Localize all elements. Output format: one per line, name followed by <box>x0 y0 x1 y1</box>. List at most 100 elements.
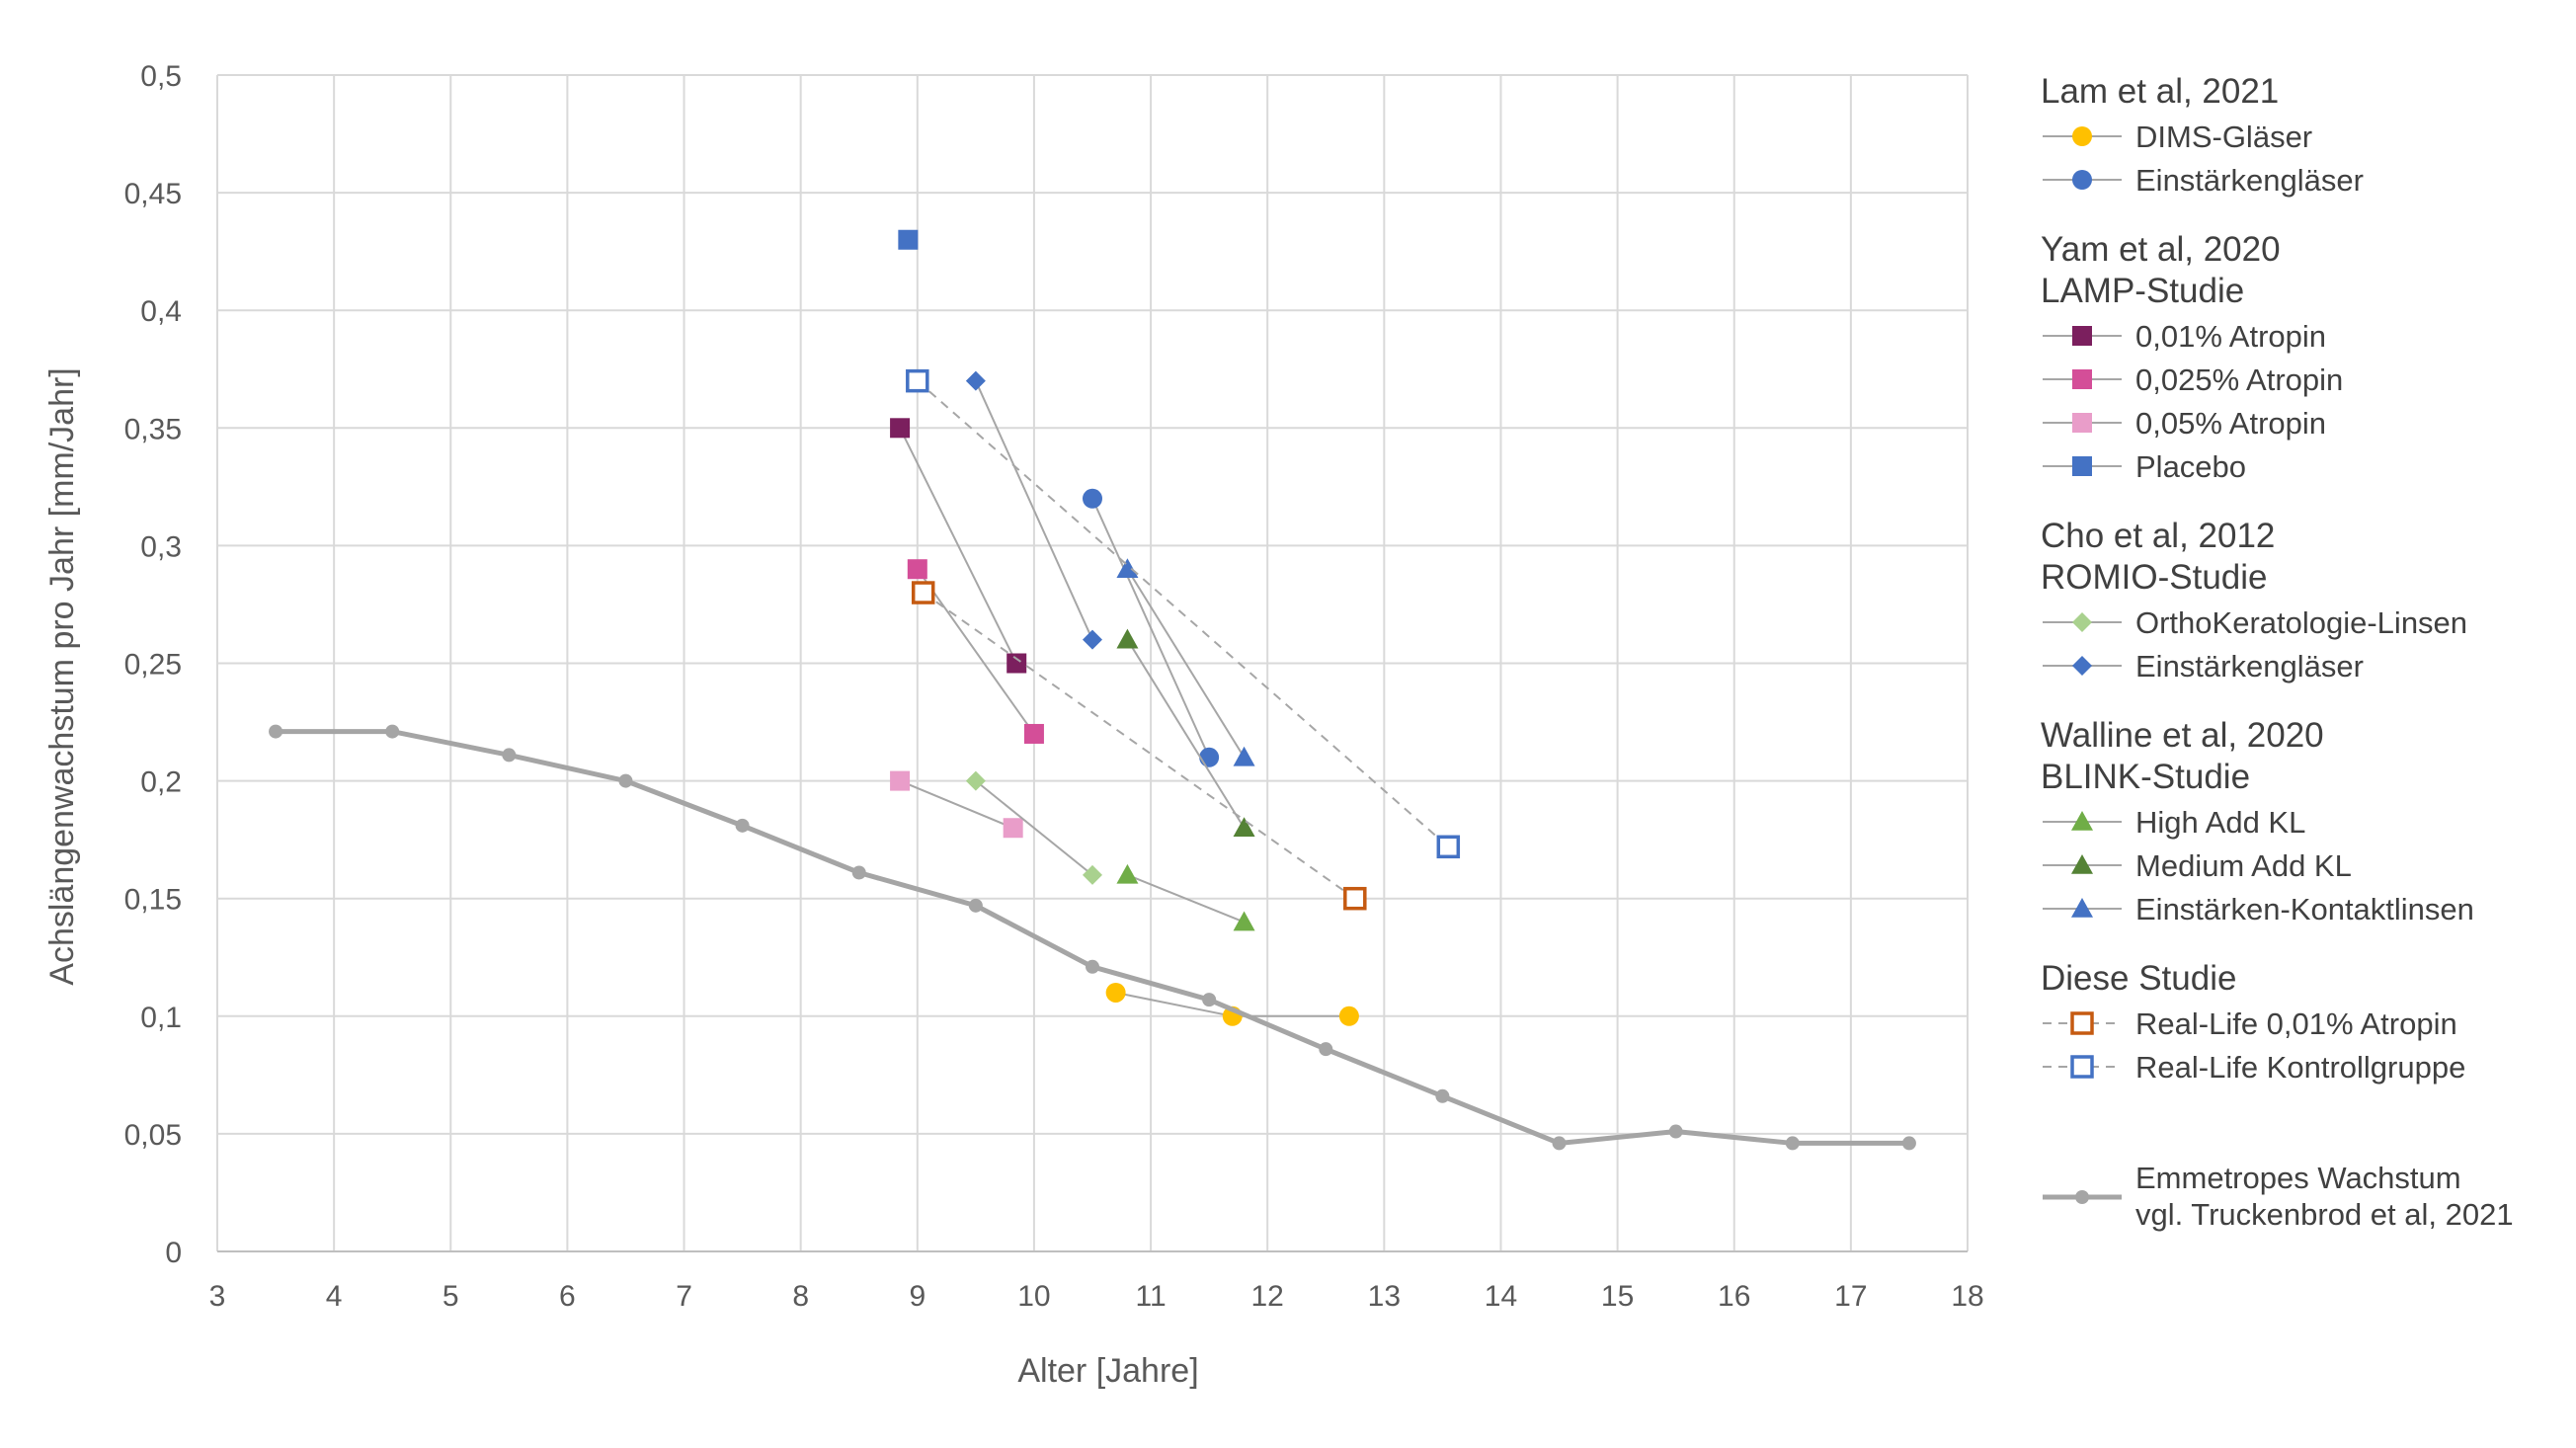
legend-label: 0,01% Atropin <box>2135 319 2326 354</box>
legend-label: Medium Add KL <box>2135 848 2352 883</box>
legend-group-title: ROMIO-Studie <box>2041 558 2268 597</box>
data-point <box>2072 126 2092 146</box>
y-tick-label: 0,25 <box>124 649 182 682</box>
data-point <box>907 559 927 580</box>
data-point <box>1116 628 1139 649</box>
x-tick-label: 5 <box>443 1280 459 1313</box>
series-13 <box>269 724 1916 1151</box>
data-point <box>898 229 919 250</box>
x-tick-label: 12 <box>1251 1280 1284 1313</box>
data-point <box>2072 369 2092 389</box>
data-point <box>1083 488 1102 509</box>
series-8 <box>1116 863 1255 931</box>
legend-item: 0,05% Atropin <box>2043 406 2326 441</box>
series-line <box>975 779 1093 876</box>
series-line <box>923 592 1356 900</box>
data-point <box>1003 818 1023 839</box>
legend-group-title: Diese Studie <box>2041 959 2236 998</box>
legend-label: 0,05% Atropin <box>2135 406 2326 441</box>
x-tick-label: 3 <box>209 1280 226 1313</box>
series-line <box>1127 873 1245 924</box>
series-0 <box>1105 982 1359 1026</box>
x-tick-label: 18 <box>1951 1280 1983 1313</box>
x-tick-label: 13 <box>1368 1280 1401 1313</box>
data-point <box>269 724 283 739</box>
legend-label: Emmetropes Wachstum <box>2135 1161 2461 1195</box>
data-point <box>618 773 633 788</box>
legend-item: Real-Life 0,01% Atropin <box>2043 1006 2457 1041</box>
legend-item: OrthoKeratologie-Linsen <box>2043 605 2467 640</box>
x-tick-label: 15 <box>1601 1280 1634 1313</box>
series-11 <box>911 581 1367 911</box>
x-tick-label: 7 <box>676 1280 692 1313</box>
data-point <box>906 368 929 393</box>
series-5 <box>898 229 919 250</box>
series-line <box>974 380 1093 641</box>
legend-item: 0,01% Atropin <box>2043 319 2326 354</box>
series-line <box>276 729 1909 1146</box>
data-point <box>2072 612 2092 632</box>
data-point <box>2075 1190 2089 1204</box>
series-7 <box>965 370 1102 650</box>
y-tick-label: 0,15 <box>124 884 182 917</box>
legend-group-4: Diese Studie Real-Life 0,01% Atropin Real-… <box>2041 959 2465 1085</box>
data-point <box>2071 854 2093 874</box>
data-point <box>1233 911 1255 931</box>
legend-item: 0,025% Atropin <box>2043 362 2343 397</box>
data-point <box>1552 1136 1567 1151</box>
legend-group-title: Lam et al, 2021 <box>2041 72 2279 111</box>
x-axis-label: Alter [Jahre] <box>1017 1352 1198 1390</box>
legend-label: Placebo <box>2135 449 2246 484</box>
data-point <box>502 748 517 763</box>
legend-item: Medium Add KL <box>2043 848 2352 883</box>
legend-label: Real-Life Kontrollgruppe <box>2135 1050 2465 1085</box>
legend-group-title: Yam et al, 2020 <box>2041 230 2281 269</box>
x-axis-ticks: 3 4 5 6 7 8 9 10 11 12 13 14 15 16 17 18 <box>209 1280 1984 1313</box>
x-tick-label: 6 <box>559 1280 576 1313</box>
legend-group-title: Walline et al, 2020 <box>2041 716 2324 755</box>
x-tick-label: 4 <box>326 1280 343 1313</box>
legend-group-title: Cho et al, 2012 <box>2041 517 2275 555</box>
data-point <box>1202 993 1217 1007</box>
series-2 <box>890 418 1027 674</box>
data-point <box>1006 653 1027 674</box>
legend-item: Einstärken-Kontaktlinsen <box>2043 892 2474 926</box>
x-tick-label: 11 <box>1135 1280 1166 1313</box>
legend-label: vgl. Truckenbrod et al, 2021 <box>2135 1197 2514 1232</box>
y-tick-label: 0,45 <box>124 178 182 210</box>
data-point <box>1343 886 1367 911</box>
series-3 <box>907 559 1044 744</box>
y-tick-label: 0,2 <box>140 766 182 799</box>
data-point <box>1319 1042 1333 1057</box>
data-point <box>1668 1124 1683 1139</box>
data-point <box>2071 898 2093 918</box>
data-point <box>1105 982 1126 1003</box>
data-point <box>1083 864 1102 885</box>
data-point <box>890 418 911 439</box>
legend-label: DIMS-Gläser <box>2135 120 2312 154</box>
y-axis-label: Achslängenwachstum pro Jahr [mm/Jahr] <box>43 367 81 985</box>
series-line <box>1091 498 1211 759</box>
data-point <box>965 770 986 791</box>
legend-label: Real-Life 0,01% Atropin <box>2135 1006 2457 1041</box>
series-line <box>1126 639 1246 829</box>
data-point <box>1116 863 1139 884</box>
legend-group-0: Lam et al, 2021 DIMS-Gläser Einstärkengläs… <box>2041 72 2364 198</box>
legend-label: 0,025% Atropin <box>2135 362 2343 397</box>
data-point <box>385 724 400 739</box>
data-point <box>1338 1006 1359 1026</box>
grid <box>216 74 1969 1252</box>
y-tick-label: 0,5 <box>140 60 182 93</box>
series-6 <box>965 770 1102 885</box>
legend-group-title: LAMP-Studie <box>2041 272 2244 310</box>
data-point <box>1435 1088 1450 1103</box>
y-tick-label: 0,4 <box>140 295 182 328</box>
data-point <box>2071 811 2093 831</box>
series-10 <box>1116 558 1255 766</box>
data-point <box>1901 1136 1916 1151</box>
series-line <box>917 379 1449 848</box>
data-point <box>735 818 750 833</box>
series-layer <box>269 229 1916 1151</box>
